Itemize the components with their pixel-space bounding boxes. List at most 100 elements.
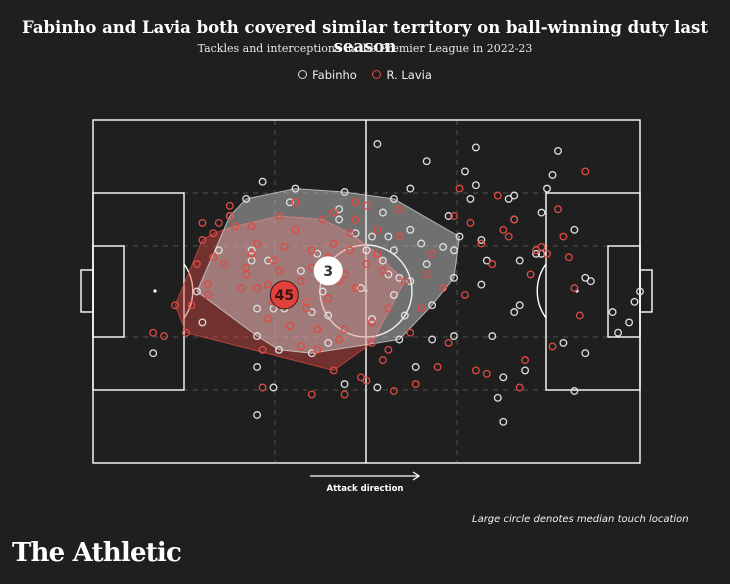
point-r-lavia <box>521 356 530 365</box>
point-fabinho <box>406 184 415 193</box>
legend-marker-lavia <box>372 70 382 79</box>
point-fabinho <box>307 349 316 358</box>
left-goal <box>80 269 94 313</box>
point-fabinho <box>395 273 404 282</box>
point-r-lavia <box>214 218 223 227</box>
point-r-lavia <box>362 201 371 210</box>
point-r-lavia <box>280 242 289 251</box>
point-fabinho <box>351 229 360 238</box>
point-fabinho <box>477 236 486 244</box>
point-fabinho <box>318 287 327 296</box>
point-r-lavia <box>450 212 458 220</box>
point-fabinho <box>636 287 644 296</box>
point-r-lavia <box>395 205 404 214</box>
point-fabinho <box>614 328 623 337</box>
point-r-lavia <box>575 311 584 320</box>
point-fabinho <box>422 157 431 166</box>
point-fabinho <box>264 256 272 265</box>
point-fabinho <box>368 232 376 241</box>
point-fabinho <box>389 246 398 255</box>
point-r-lavia <box>253 239 262 248</box>
point-fabinho <box>253 304 262 313</box>
point-fabinho <box>395 335 404 344</box>
left-penalty-box <box>92 192 185 391</box>
point-fabinho <box>428 335 437 344</box>
point-fabinho <box>521 366 530 375</box>
point-r-lavia <box>389 387 398 395</box>
point-r-lavia <box>471 366 480 375</box>
brand-logo: The Athletic <box>12 538 182 568</box>
point-r-lavia <box>395 232 404 241</box>
point-r-lavia <box>275 212 283 220</box>
point-r-lavia <box>258 383 267 392</box>
point-fabinho <box>192 287 201 296</box>
point-fabinho <box>570 225 579 234</box>
median-note: Large circle denotes median touch locati… <box>472 514 689 525</box>
point-r-lavia <box>340 325 349 334</box>
point-fabinho <box>406 225 415 234</box>
legend-label-fabinho: Fabinho <box>312 68 357 82</box>
point-r-lavia <box>581 167 590 176</box>
attack-arrow <box>310 471 421 481</box>
point-r-lavia <box>351 198 360 207</box>
point-fabinho <box>510 191 519 200</box>
point-r-lavia <box>378 266 387 275</box>
point-fabinho <box>499 373 508 382</box>
point-fabinho <box>400 311 409 320</box>
point-r-lavia <box>564 253 573 262</box>
point-r-lavia <box>515 383 524 392</box>
point-r-lavia <box>373 225 382 234</box>
median-label-fabinho: 3 <box>323 264 333 280</box>
center-spot <box>364 289 368 293</box>
point-r-lavia <box>318 215 327 224</box>
point-r-lavia <box>258 345 267 354</box>
point-fabinho <box>253 363 262 371</box>
point-r-lavia <box>543 249 551 258</box>
point-fabinho <box>378 208 387 217</box>
point-r-lavia <box>428 249 437 258</box>
point-fabinho <box>488 332 497 341</box>
point-fabinho <box>384 232 393 241</box>
point-r-lavia <box>231 222 240 231</box>
right-penalty-arc <box>536 263 547 319</box>
point-fabinho <box>471 143 480 152</box>
point-fabinho <box>548 170 557 179</box>
point-fabinho <box>242 194 251 203</box>
point-fabinho <box>537 208 546 217</box>
point-fabinho <box>198 318 207 327</box>
point-r-lavia <box>220 260 229 269</box>
point-r-lavia <box>439 284 448 293</box>
chart-title: Fabinho and Lavia both covered similar t… <box>22 18 708 56</box>
point-r-lavia <box>477 239 486 248</box>
point-r-lavia <box>225 201 234 210</box>
median-r-lavia: 45 <box>269 280 299 310</box>
point-r-lavia <box>351 215 360 224</box>
point-r-lavia <box>537 242 546 251</box>
point-r-lavia <box>329 239 338 248</box>
point-r-lavia <box>198 218 207 227</box>
point-r-lavia <box>203 280 212 289</box>
point-r-lavia <box>329 208 338 217</box>
point-fabinho <box>581 273 590 282</box>
point-fabinho <box>499 417 508 426</box>
point-r-lavia <box>357 373 365 382</box>
point-fabinho <box>493 393 502 402</box>
point-r-lavia <box>285 321 294 330</box>
point-fabinho <box>515 301 524 310</box>
point-r-lavia <box>269 256 278 265</box>
point-fabinho <box>335 205 344 214</box>
point-r-lavia <box>242 270 251 279</box>
point-r-lavia <box>351 284 360 293</box>
point-r-lavia <box>493 191 502 200</box>
point-r-lavia <box>236 284 245 293</box>
point-fabinho <box>532 249 541 258</box>
point-r-lavia <box>433 363 442 371</box>
chart-subtitle: Tackles and interceptions in the Premier… <box>197 42 533 55</box>
point-r-lavia <box>253 284 262 293</box>
point-fabinho <box>389 194 398 203</box>
point-fabinho <box>285 198 294 207</box>
point-r-lavia <box>373 249 382 258</box>
point-r-lavia <box>340 390 349 399</box>
point-r-lavia <box>570 284 579 293</box>
